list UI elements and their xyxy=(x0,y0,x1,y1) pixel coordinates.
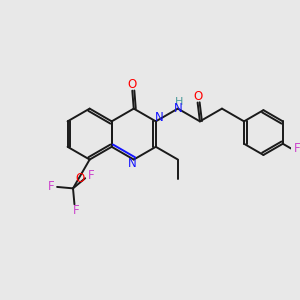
Text: O: O xyxy=(193,90,202,103)
Text: H: H xyxy=(175,97,184,107)
Text: F: F xyxy=(48,180,55,193)
Text: O: O xyxy=(128,78,137,92)
Text: F: F xyxy=(88,169,94,182)
Text: F: F xyxy=(73,204,79,217)
Text: N: N xyxy=(155,111,164,124)
Text: N: N xyxy=(128,158,137,170)
Text: N: N xyxy=(173,101,182,115)
Text: O: O xyxy=(75,172,84,185)
Text: F: F xyxy=(294,142,300,155)
